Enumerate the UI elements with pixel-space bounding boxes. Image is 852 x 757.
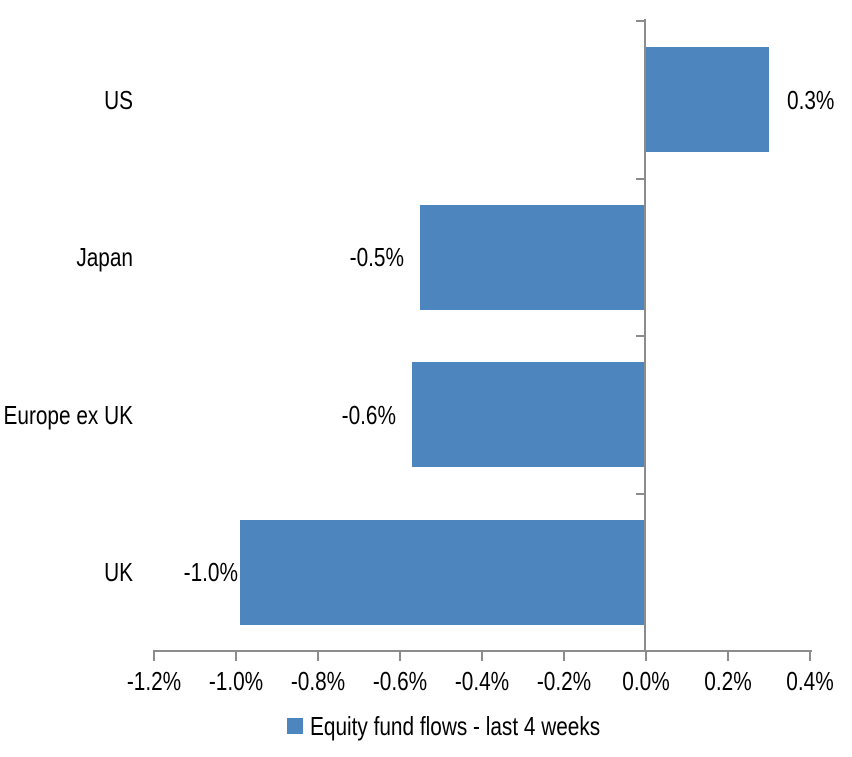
x-axis-tick-label: -0.6% xyxy=(372,666,428,696)
x-axis-tick-label: -0.2% xyxy=(536,666,592,696)
bar-japan xyxy=(420,205,646,310)
legend-marker-square xyxy=(287,718,303,734)
x-axis-tick-label: -0.4% xyxy=(454,666,510,696)
x-axis-tick-label: -0.8% xyxy=(290,666,346,696)
x-axis-tick xyxy=(399,650,401,661)
value-label: -0.5% xyxy=(349,242,404,272)
x-axis-tick xyxy=(645,650,647,661)
x-axis-tick xyxy=(563,650,565,661)
bar-europe-ex-uk xyxy=(412,362,646,467)
category-tick xyxy=(636,335,644,337)
x-axis-tick-label: 0.0% xyxy=(622,666,670,696)
value-label: -1.0% xyxy=(183,557,238,587)
x-axis-tick-label: -1.2% xyxy=(126,666,182,696)
category-tick xyxy=(636,178,644,180)
category-label: UK xyxy=(104,557,133,587)
value-label: -0.6% xyxy=(341,400,396,430)
y-axis-zero-line xyxy=(644,19,646,652)
x-axis-tick xyxy=(317,650,319,661)
x-axis-tick-label: 0.4% xyxy=(786,666,834,696)
x-axis-tick xyxy=(153,650,155,661)
category-tick xyxy=(636,20,644,22)
legend-label: Equity fund flows - last 4 weeks xyxy=(310,711,601,741)
category-tick xyxy=(636,493,644,495)
x-axis-tick xyxy=(481,650,483,661)
x-axis-tick xyxy=(809,650,811,661)
category-label: Japan xyxy=(76,242,133,272)
category-tick xyxy=(636,650,644,652)
bar-uk xyxy=(240,520,646,625)
legend: Equity fund flows - last 4 weeks xyxy=(287,710,673,742)
x-axis-tick xyxy=(235,650,237,661)
x-axis-tick-label: -1.0% xyxy=(208,666,264,696)
x-axis-tick xyxy=(727,650,729,661)
category-label: US xyxy=(104,85,133,115)
bar-us xyxy=(646,47,769,152)
category-label: Europe ex UK xyxy=(3,400,134,430)
x-axis-tick-label: 0.2% xyxy=(704,666,752,696)
value-label: 0.3% xyxy=(787,85,835,115)
